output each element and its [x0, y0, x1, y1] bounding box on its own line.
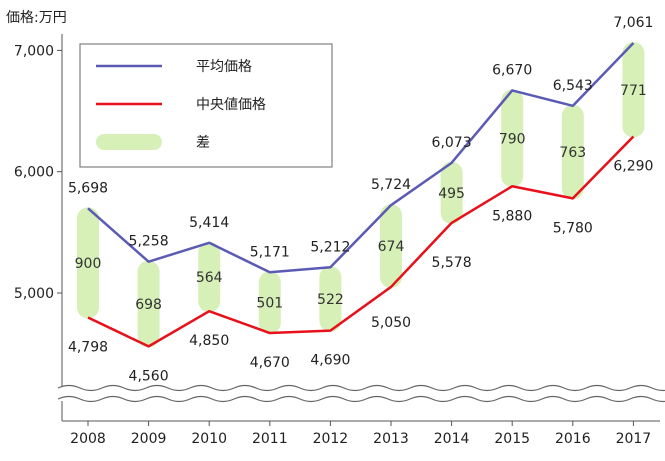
average-price-label: 5,171	[250, 244, 290, 260]
average-price-label: 5,414	[189, 215, 229, 231]
difference-bands: 900 698 564 501 522 674 495 790 763 771	[75, 42, 647, 348]
median-price-label: 5,050	[371, 315, 411, 331]
difference-label: 522	[317, 292, 344, 308]
median-price-label: 4,560	[129, 368, 169, 384]
data-labels: 5,698 5,258 5,414 5,171 5,212 5,724 6,073 6,670…	[68, 15, 653, 384]
x-tick-label: 2012	[313, 431, 349, 447]
x-tick-label: 2014	[434, 431, 470, 447]
average-price-label: 6,670	[492, 62, 532, 78]
average-price-label: 6,543	[553, 78, 593, 94]
median-price-label: 5,780	[553, 220, 593, 236]
x-tick-label: 2015	[494, 431, 530, 447]
axis-break-line	[57, 384, 665, 392]
legend-label-median: 中央値価格	[196, 97, 266, 113]
median-price-label: 4,850	[189, 333, 229, 349]
median-price-label: 5,578	[432, 255, 472, 271]
difference-label: 564	[196, 270, 223, 286]
average-price-label: 5,724	[371, 177, 411, 193]
x-tick-label: 2013	[373, 431, 409, 447]
average-price-line	[87, 42, 635, 274]
difference-label: 771	[620, 83, 647, 99]
y-tick-label: 7,000	[14, 43, 54, 59]
legend-label-difference: 差	[196, 135, 210, 151]
difference-label: 900	[75, 256, 102, 272]
difference-label: 495	[438, 186, 465, 202]
y-axis-ticks: 5,000 6,000 7,000	[14, 43, 62, 302]
median-price-label: 4,690	[310, 353, 350, 369]
y-tick-label: 6,000	[14, 165, 54, 181]
median-price-label: 4,798	[68, 340, 108, 356]
median-price-label: 5,880	[492, 208, 532, 224]
series-lines	[87, 42, 635, 348]
legend-label-average: 平均価格	[196, 59, 252, 75]
x-tick-label: 2017	[616, 431, 652, 447]
legend: 平均価格 中央値価格 差	[79, 43, 333, 168]
median-price-label: 6,290	[613, 159, 653, 175]
difference-label: 698	[135, 297, 162, 313]
median-price-line	[87, 135, 635, 348]
average-price-label: 5,258	[129, 234, 169, 250]
x-tick-label: 2011	[252, 431, 288, 447]
median-price-label: 4,670	[250, 355, 290, 371]
difference-label: 501	[256, 296, 283, 312]
difference-label: 790	[499, 131, 526, 147]
average-price-label: 5,698	[68, 180, 108, 196]
difference-label: 674	[378, 239, 405, 255]
x-tick-label: 2008	[70, 431, 106, 447]
axis-break	[54, 384, 665, 403]
x-tick-label: 2009	[131, 431, 167, 447]
difference-label: 763	[559, 145, 586, 161]
average-price-label: 6,073	[432, 135, 472, 151]
x-tick-label: 2010	[191, 431, 227, 447]
x-tick-label: 2016	[555, 431, 591, 447]
x-axis-ticks: 2008 2009 2010 2011 2012 2013 2014 2015 2016 2017	[70, 421, 651, 447]
axes	[61, 34, 660, 422]
average-price-label: 7,061	[613, 15, 653, 31]
average-price-label: 5,212	[310, 239, 350, 255]
axis-break-line	[57, 395, 665, 403]
y-tick-label: 5,000	[14, 286, 54, 302]
y-axis-title: 価格:万円	[6, 10, 67, 26]
